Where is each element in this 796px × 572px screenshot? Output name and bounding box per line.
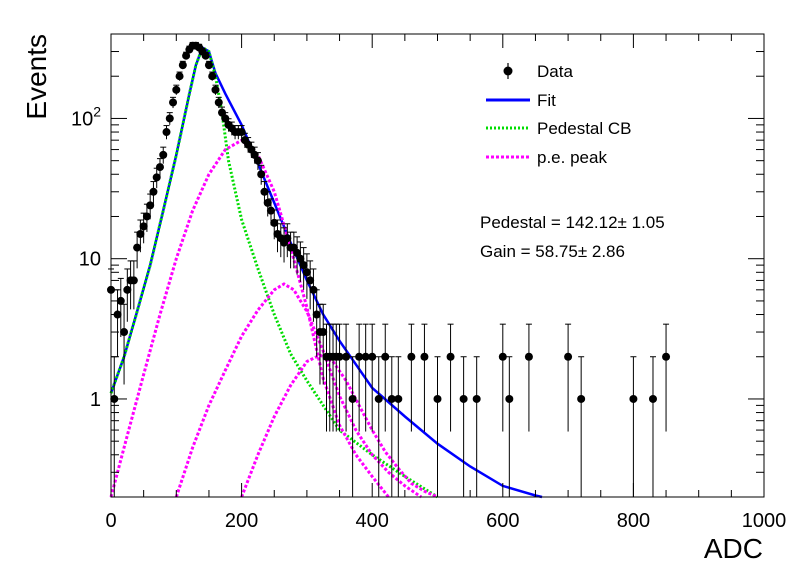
data-point [446, 352, 455, 361]
data-point [381, 352, 390, 361]
data-point [577, 394, 586, 403]
legend-item-data: Data [503, 62, 573, 81]
data-point [312, 310, 321, 319]
legend: Data Fit Pedestal CB p.e. peak [486, 62, 632, 167]
data-point [296, 254, 305, 263]
annotation-pedestal: Pedestal = 142.12± 1.05 [480, 213, 665, 232]
data-point [221, 114, 230, 123]
data-point [459, 394, 468, 403]
data-point [149, 187, 158, 196]
data-point [407, 352, 416, 361]
data-point [178, 61, 187, 70]
data-point [142, 212, 151, 221]
data-point [155, 163, 164, 172]
data-point [472, 394, 481, 403]
x-tick-label: 0 [105, 510, 116, 532]
data-point [433, 394, 442, 403]
x-tick-label: 200 [225, 510, 258, 532]
legend-item-pedestal-cb: Pedestal CB [486, 119, 632, 138]
data-point [662, 352, 671, 361]
data-point [162, 128, 171, 137]
x-tick-label: 600 [486, 510, 519, 532]
data-point [214, 98, 223, 107]
data-point [355, 352, 364, 361]
data-point [263, 198, 272, 207]
data-point [524, 352, 533, 361]
data-point [208, 72, 217, 81]
curve-pedestal-cb [109, 45, 439, 499]
x-tick-label: 400 [356, 510, 389, 532]
data-point [201, 51, 210, 60]
data-point [116, 296, 125, 305]
data-point [218, 108, 227, 117]
data-point [270, 218, 279, 227]
data-point [648, 394, 657, 403]
data-point [348, 394, 357, 403]
data-point [175, 72, 184, 81]
data-point [204, 61, 213, 70]
data-point [120, 328, 129, 337]
curve-p-e-peak-2 [174, 282, 423, 499]
data-point [133, 243, 142, 252]
data-point [165, 114, 174, 123]
data-point [498, 352, 507, 361]
y-tick-label: 10 [79, 249, 101, 271]
data-point [309, 285, 318, 294]
data-point [129, 276, 138, 285]
data-point [629, 394, 638, 403]
data-point [302, 268, 311, 277]
legend-item-fit: Fit [486, 91, 556, 110]
legend-label-pedestal-cb: Pedestal CB [537, 119, 632, 138]
data-point [374, 394, 383, 403]
data-point [387, 394, 396, 403]
data-point [319, 328, 328, 337]
data-point [283, 234, 292, 243]
axes: 0 200 400 600 800 1000 1 10 102 [71, 33, 787, 532]
data-point [169, 98, 178, 107]
data-points [107, 41, 671, 497]
data-point [368, 352, 377, 361]
legend-data-marker [503, 66, 513, 76]
x-tick-label: 1000 [742, 510, 787, 532]
data-point [394, 394, 403, 403]
data-point [293, 248, 302, 257]
data-point [260, 187, 269, 196]
data-point [564, 352, 573, 361]
data-point [152, 173, 161, 182]
legend-label-fit: Fit [537, 91, 556, 110]
legend-label-pe-peak: p.e. peak [537, 148, 607, 167]
data-point [361, 352, 370, 361]
legend-label-data: Data [537, 62, 573, 81]
data-point [136, 230, 145, 239]
data-point [257, 170, 266, 179]
data-point [182, 51, 191, 60]
data-point [146, 201, 155, 210]
legend-item-pe-peak: p.e. peak [486, 148, 607, 167]
data-point [306, 276, 315, 285]
data-point [420, 352, 429, 361]
data-point [172, 85, 181, 94]
x-tick-label: 800 [617, 510, 650, 532]
data-point [266, 206, 275, 215]
data-point [237, 128, 246, 137]
x-axis-label: ADC [704, 533, 763, 564]
data-point [123, 285, 132, 294]
y-tick-label: 1 [90, 389, 101, 411]
data-point [342, 352, 351, 361]
y-axis-label: Events [21, 34, 52, 120]
data-point [211, 85, 220, 94]
data-point [159, 150, 168, 159]
data-point [335, 352, 344, 361]
data-point [253, 156, 262, 165]
annotation-gain: Gain = 58.75± 2.86 [480, 242, 625, 261]
data-point [139, 222, 148, 231]
data-point [505, 394, 514, 403]
y-tick-label: 102 [71, 103, 101, 130]
data-point [299, 261, 308, 270]
